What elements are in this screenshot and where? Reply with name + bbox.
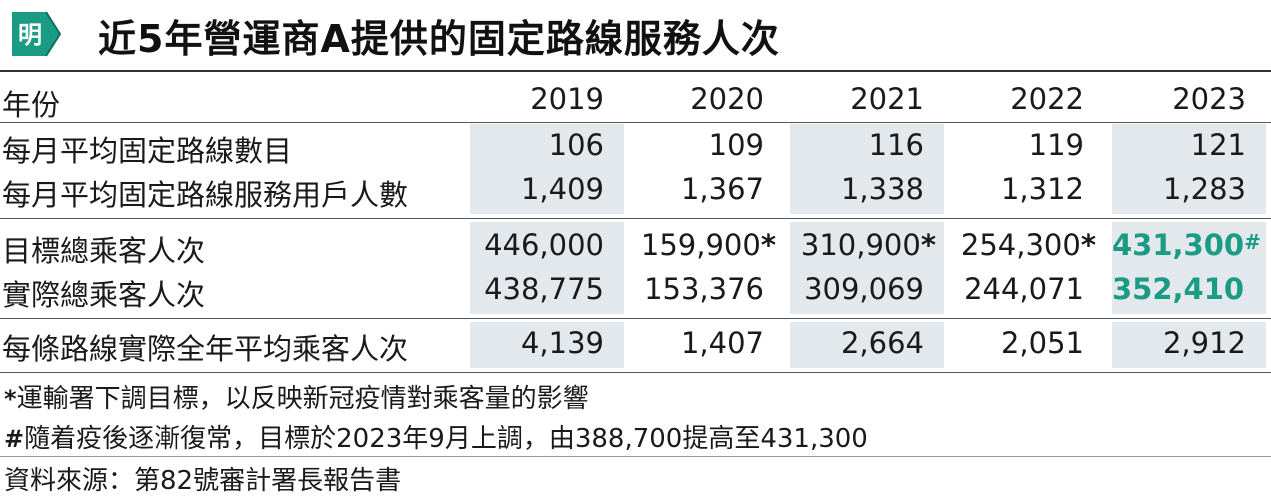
row-label: 實際總乘客人次 (2, 278, 206, 312)
table-cell: 1,283 (1112, 168, 1266, 214)
header-row: 年份 2019 2020 2021 2022 2023 (0, 78, 1271, 122)
row-label: 每月平均固定路線服務用戶人數 (2, 178, 409, 212)
row-divider (0, 218, 1271, 219)
table-row: 目標總乘客人次 446,000 159,900* 310,900* 254,30… (0, 222, 1271, 268)
table-cell: 438,775 (470, 268, 624, 314)
table-cell: 1,312 (1000, 172, 1084, 206)
table-cell: 106 (470, 124, 624, 168)
hash-mark: # (1244, 230, 1261, 254)
table-cell: 1,338 (790, 168, 944, 214)
row-divider (0, 122, 1271, 123)
table-cell: 309,069 (790, 268, 944, 314)
table-cell: 1,367 (680, 172, 764, 206)
row-label: 每月平均固定路線數目 (2, 134, 293, 168)
table-cell: 109 (708, 128, 764, 162)
footnote-hash: #隨着疫後逐漸復常，目標於2023年9月上調，由388,700提高至431,30… (4, 418, 868, 455)
asterisk-mark: * (760, 228, 776, 262)
table-cell: 254,300* (960, 228, 1096, 262)
footnote-mark: # (4, 425, 25, 453)
ming-pao-logo-icon: 明 (12, 11, 62, 57)
table-cell: 121 (1112, 124, 1266, 168)
row-divider (0, 372, 1271, 373)
table-row: 每條路線實際全年平均乘客人次 4,139 1,407 2,664 2,051 2… (0, 322, 1271, 368)
table-cell: 2,912 (1112, 322, 1266, 368)
table-cell: 244,071 (964, 272, 1084, 306)
table-cell: 1,407 (680, 326, 764, 360)
table-cell: 159,900* (640, 228, 776, 262)
table-cell: 116 (790, 124, 944, 168)
table-cell: 2,051 (1000, 326, 1084, 360)
year-2019: 2019 (530, 82, 604, 116)
row-divider (0, 318, 1271, 319)
table-row: 實際總乘客人次 438,775 153,376 309,069 244,071 … (0, 268, 1271, 314)
table-cell-highlight: 352,410 (1112, 268, 1266, 314)
table-cell: 446,000 (470, 222, 624, 268)
table-cell: 2,664 (790, 322, 944, 368)
year-2021: 2021 (850, 82, 924, 116)
year-2020: 2020 (690, 82, 764, 116)
row-label: 目標總乘客人次 (2, 234, 206, 268)
table-cell: 1,409 (470, 168, 624, 214)
year-header-label: 年份 (2, 88, 61, 122)
year-2023: 2023 (1172, 82, 1246, 116)
source-divider (0, 456, 1271, 457)
table-cell: 4,139 (470, 322, 624, 368)
table-cell: 310,900* (790, 222, 944, 268)
year-2022: 2022 (1010, 82, 1084, 116)
page-title: 近5年營運商A提供的固定路線服務人次 (98, 17, 780, 61)
row-label: 每條路線實際全年平均乘客人次 (2, 332, 409, 366)
footnote-text: 隨着疫後逐漸復常，目標於2023年9月上調，由388,700提高至431,300 (24, 424, 868, 454)
footnote-text: 運輸署下調目標，以反映新冠疫情對乘客量的影響 (16, 384, 589, 414)
table-cell: 119 (1028, 128, 1084, 162)
table-cell: 153,376 (644, 272, 764, 306)
table-row: 每月平均固定路線服務用戶人數 1,409 1,367 1,338 1,312 1… (0, 168, 1271, 214)
footnote-mark: * (4, 385, 17, 413)
title-bar: 明 近5年營運商A提供的固定路線服務人次 (0, 0, 1271, 66)
asterisk-mark: * (920, 228, 936, 262)
table-cell-highlight: 431,300# (1112, 222, 1266, 268)
title-divider (0, 70, 1271, 72)
logo-text: 明 (18, 21, 42, 49)
source-note: 資料來源：第82號審計署長報告書 (4, 466, 402, 496)
footnote-asterisk: *運輸署下調目標，以反映新冠疫情對乘客量的影響 (4, 378, 589, 415)
table-row: 每月平均固定路線數目 106 109 116 119 121 (0, 124, 1271, 168)
asterisk-mark: * (1080, 228, 1096, 262)
